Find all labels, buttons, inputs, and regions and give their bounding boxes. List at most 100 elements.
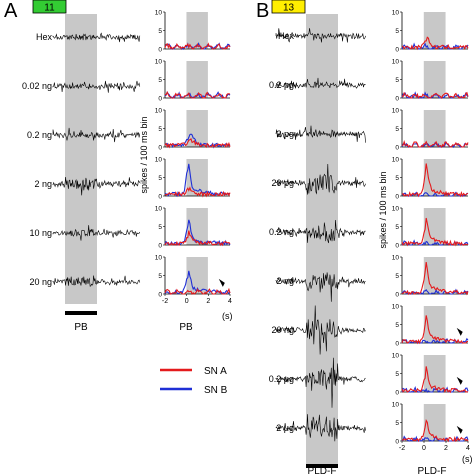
series-sn-a-line [401, 140, 469, 149]
series-sn-a-line [401, 315, 468, 345]
histogram-stimulus-window [423, 257, 446, 294]
y-tick-label: 10 [392, 255, 400, 262]
y-tick-label: 10 [155, 206, 163, 213]
y-tick-label: 0 [395, 145, 399, 152]
histogram-stimulus-window [423, 306, 446, 343]
series-sn-a-line [401, 217, 469, 247]
y-tick-label: 10 [392, 157, 400, 164]
x-tick-label: -2 [162, 298, 168, 305]
y-tick-label: 5 [158, 126, 162, 133]
y-tick-label: 0 [395, 439, 399, 446]
y-tick-label: 10 [155, 108, 163, 115]
panel-b-badge-label: 13 [283, 3, 295, 14]
panel-b-hist-xlabel: PLD-F [418, 466, 447, 474]
y-tick-label: 5 [395, 420, 399, 427]
histogram-stimulus-window [423, 61, 446, 98]
spike-trace [275, 163, 366, 195]
spike-trace [275, 77, 366, 90]
spike-trace [52, 80, 141, 93]
panel-a-stimulus-window [65, 14, 97, 304]
y-tick-label: 5 [158, 28, 162, 35]
arrowhead-icon [456, 327, 463, 336]
x-tick-label: 4 [466, 445, 470, 452]
histogram-plot: 0 5 10 [392, 10, 469, 54]
series-sn-a-line [401, 366, 469, 394]
y-tick-label: 0 [395, 292, 399, 299]
histogram-plot: 0 5 10 [392, 206, 469, 250]
histogram-plot: 0 5 10 [155, 59, 231, 103]
histogram-plot: 0 5 10 [392, 353, 469, 397]
y-tick-label: 10 [155, 255, 163, 262]
series-sn-a-line [164, 90, 231, 99]
panel-b-stimulus-bar [306, 464, 338, 468]
histogram-stimulus-window [423, 159, 446, 196]
spike-trace [52, 32, 141, 43]
series-sn-b-line [164, 163, 231, 198]
series-sn-b-line [401, 191, 468, 197]
trace-label: 20 ng [29, 277, 52, 287]
histogram-stimulus-window [186, 61, 208, 98]
y-tick-label: 10 [392, 59, 400, 66]
y-tick-label: 10 [155, 10, 163, 17]
x-tick-label: 2 [444, 445, 448, 452]
y-tick-label: 0 [395, 243, 399, 250]
trace-label: 0.2 ng [27, 130, 52, 140]
histogram-stimulus-window [423, 12, 446, 49]
legend: SN A SN B [160, 366, 228, 396]
series-sn-a-line [164, 137, 231, 149]
x-tick-label: -2 [399, 445, 405, 452]
y-tick-label: 0 [158, 47, 162, 54]
histogram-plot: 0 5 10 [392, 108, 469, 152]
spike-trace [275, 28, 366, 43]
y-tick-label: 5 [158, 77, 162, 84]
y-tick-label: 0 [158, 243, 162, 250]
trace-label: 10 ng [29, 228, 52, 238]
series-sn-a-line [164, 230, 231, 247]
y-tick-label: 5 [395, 28, 399, 35]
series-sn-a-line [164, 287, 231, 296]
y-tick-label: 0 [395, 96, 399, 103]
y-tick-label: 0 [395, 390, 399, 397]
series-sn-a-line [401, 91, 469, 100]
spike-trace [275, 272, 366, 302]
y-tick-label: 10 [155, 59, 163, 66]
histogram-plot: 0 5 10 [155, 10, 231, 54]
y-tick-label: 5 [395, 322, 399, 329]
x-tick-label: 4 [228, 298, 232, 305]
panel-b-hist-unit: (s) [462, 454, 473, 464]
spike-trace [275, 125, 366, 143]
histogram-stimulus-window [423, 110, 446, 147]
spike-trace [52, 127, 141, 143]
panel-a-hist-ylabel: spikes / 100 ms bin [139, 116, 149, 193]
panel-a-badge-label: 11 [44, 3, 55, 14]
y-tick-label: 0 [158, 194, 162, 201]
arrowhead-icon [456, 425, 463, 434]
trace-label: 2 pg [276, 129, 294, 139]
spike-trace [275, 414, 366, 442]
histogram-plot: 0 5 10 [392, 157, 469, 201]
y-tick-label: 0 [158, 96, 162, 103]
y-tick-label: 5 [395, 273, 399, 280]
panel-b-badge: 13 [271, 0, 306, 14]
legend-label-sn-b: SN B [204, 385, 228, 396]
spike-trace [52, 275, 141, 287]
series-sn-a-line [401, 418, 469, 443]
panel-a-hist-xlabel: PB [179, 322, 193, 333]
y-tick-label: 0 [395, 194, 399, 201]
spike-trace [52, 176, 141, 196]
series-sn-a-line [401, 163, 469, 198]
trace-label: 20 ng [271, 325, 294, 335]
panel-a-stimulus-bar [65, 311, 97, 315]
trace-label: 0.2 ng [269, 227, 294, 237]
y-tick-label: 10 [392, 353, 400, 360]
y-tick-label: 5 [395, 371, 399, 378]
panel-a-stimulus-label: PB [74, 322, 88, 333]
histogram-plot: 0 5 10 [155, 157, 231, 201]
trace-label: 2 ng [34, 179, 52, 189]
trace-label: 0.02 ng [22, 81, 52, 91]
series-sn-b-line [164, 133, 231, 149]
histogram-plot: 0 5 10 [155, 206, 231, 250]
